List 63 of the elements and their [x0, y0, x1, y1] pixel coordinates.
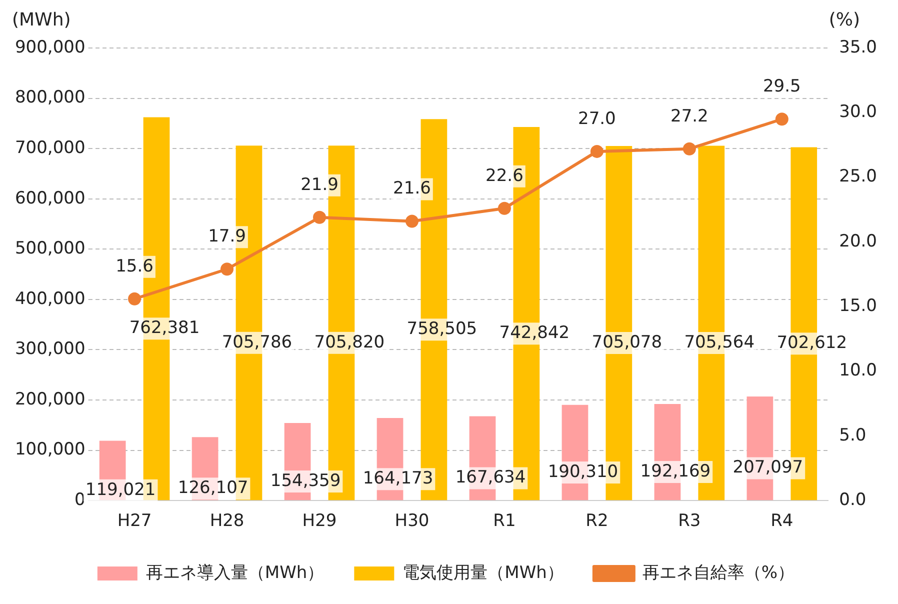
y-tick-label: 400,000 [14, 288, 86, 309]
x-tick-label: R3 [678, 511, 701, 532]
x-tick-label: R2 [586, 511, 608, 532]
data-label: 190,310 [548, 462, 618, 482]
point [405, 214, 418, 228]
y2-tick-label: 5.0 [839, 425, 866, 446]
point [220, 262, 234, 276]
x-tick-label: R4 [770, 511, 794, 532]
data-label: 207,097 [732, 458, 804, 478]
y-tick-label: 800,000 [14, 88, 86, 108]
data-label: 167,634 [455, 468, 526, 488]
data-label: 164,173 [362, 468, 434, 488]
data-label: 29.5 [762, 76, 801, 97]
y2-tick-label: 30.0 [839, 102, 878, 122]
data-label: 705,820 [314, 332, 385, 352]
point [775, 112, 788, 126]
data-label: 154,359 [270, 470, 341, 491]
y-tick-label: 900,000 [14, 37, 86, 58]
y-tick-label: 0 [74, 490, 86, 510]
point [128, 292, 142, 306]
y-tick-label: 600,000 [14, 188, 86, 208]
x-tick-label: H28 [210, 511, 244, 532]
data-label: 27.0 [578, 108, 616, 129]
point [498, 202, 511, 215]
data-label: 126,107 [178, 478, 248, 498]
y-tick-label: 100,000 [14, 440, 86, 460]
x-tick-label: R1 [493, 511, 516, 532]
data-label: 15.6 [116, 256, 154, 276]
data-label: 21.9 [300, 174, 338, 195]
y-tick-label: 500,000 [14, 238, 86, 259]
point [682, 142, 696, 156]
point [590, 144, 604, 158]
y2-tick-label: 10.0 [839, 360, 878, 381]
data-label: 22.6 [486, 166, 524, 186]
y-tick-label: 700,000 [14, 138, 86, 158]
data-label: 762,381 [129, 318, 200, 338]
data-label: 702,612 [776, 333, 848, 354]
data-label: 17.9 [208, 226, 246, 247]
x-tick-label: H27 [117, 511, 152, 532]
y2-tick-label: 15.0 [839, 296, 878, 316]
legend-label: 再エネ導入量（MWh） [146, 562, 324, 583]
data-label: 758,505 [406, 319, 478, 340]
data-label: 21.6 [393, 178, 431, 199]
y2-tick-label: 35.0 [839, 37, 878, 58]
data-label: 119,021 [85, 480, 156, 500]
point [313, 210, 326, 224]
data-label: 27.2 [670, 106, 708, 126]
y-tick-label: 300,000 [14, 339, 86, 360]
x-tick-label: H30 [394, 511, 430, 532]
y2-tick-label: 25.0 [839, 166, 878, 187]
data-label: 192,169 [640, 461, 711, 482]
y-axis-title: (MWh) [12, 10, 71, 31]
data-label: 705,078 [592, 332, 662, 352]
data-label: 705,786 [222, 332, 292, 352]
legend-label: 電気使用量（MWh） [402, 562, 564, 583]
data-label: 705,564 [684, 332, 755, 352]
x-tick-label: H29 [302, 511, 337, 532]
legend-label: 再エネ自給率（%） [642, 562, 795, 583]
y2-axis-title: (%) [828, 10, 860, 31]
y-tick-label: 200,000 [14, 389, 86, 410]
data-label: 742,842 [499, 322, 570, 343]
y2-tick-label: 0.0 [839, 490, 866, 510]
y2-tick-label: 20.0 [839, 231, 878, 252]
